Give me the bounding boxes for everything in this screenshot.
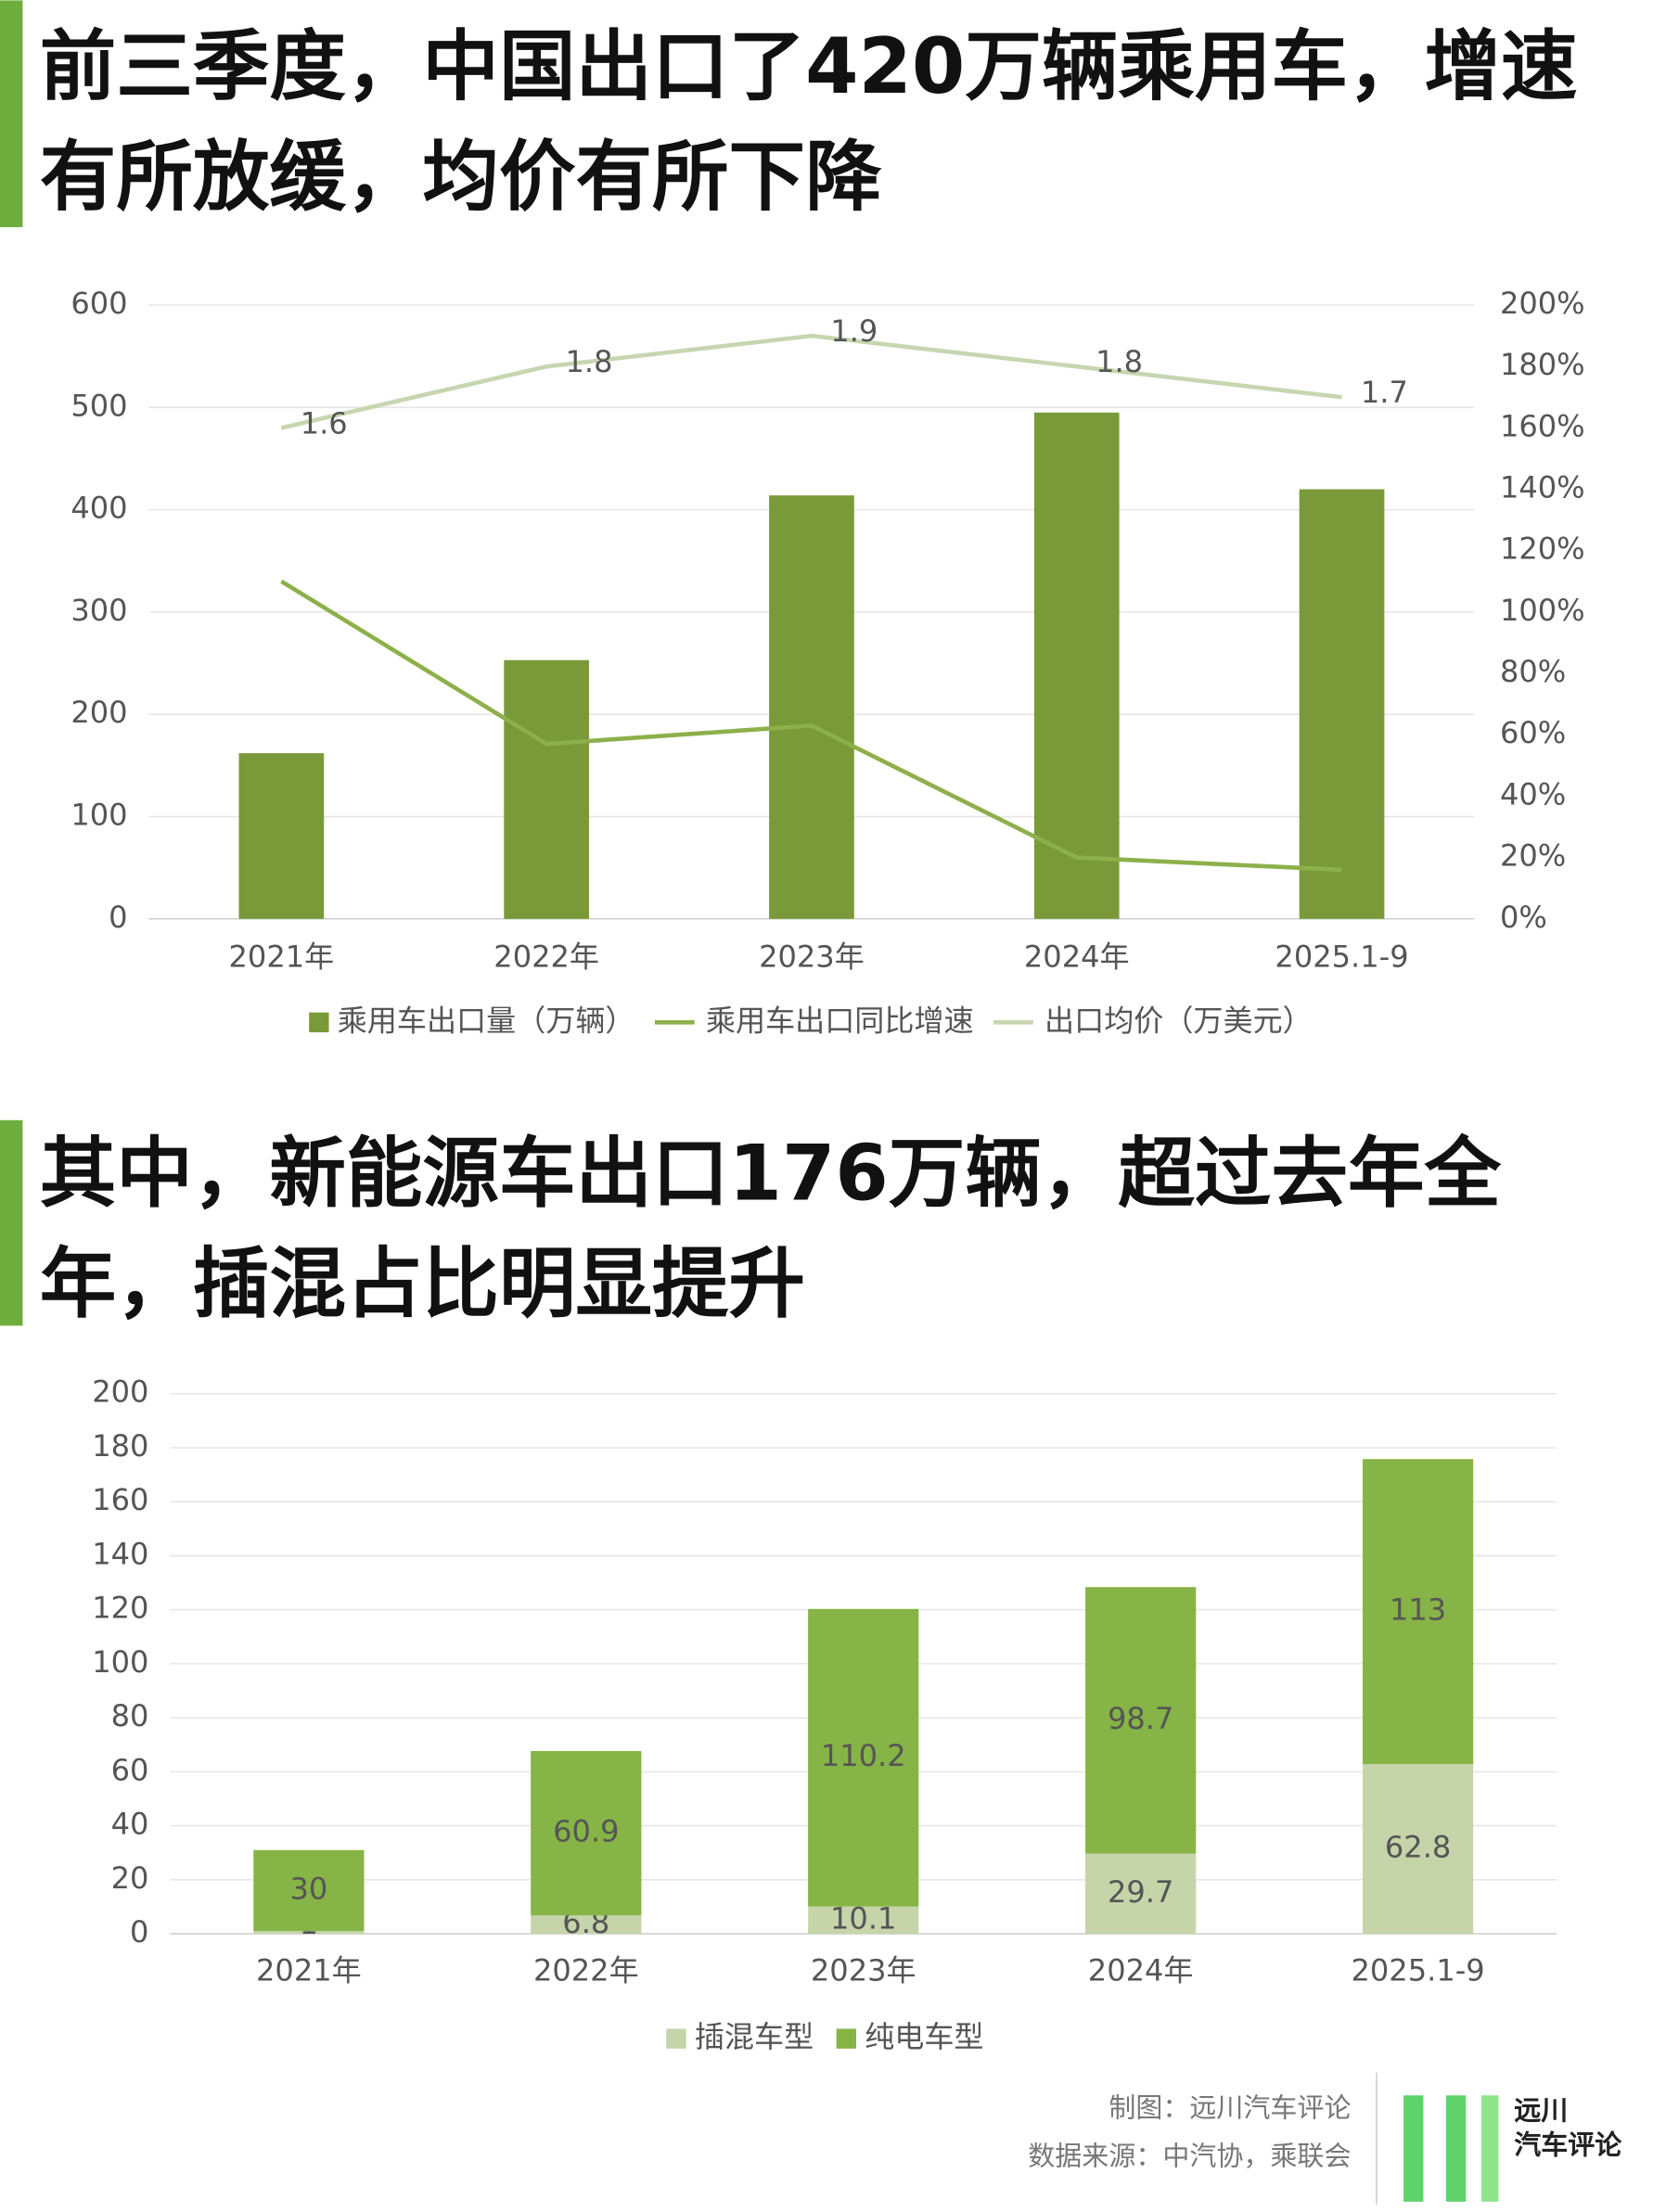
legend-swatch <box>836 2028 857 2049</box>
y2-tick-label: 180% <box>1500 347 1585 382</box>
bar <box>1299 489 1385 919</box>
footer-maker: 制图：远川汽车评论 <box>1108 2092 1351 2124</box>
data-label: 60.9 <box>553 1814 619 1849</box>
bar-segment <box>1085 1587 1197 1854</box>
data-label: 10.1 <box>830 1900 896 1936</box>
x-tick-label: 2024年 <box>1088 1952 1194 1988</box>
title-accent <box>0 0 23 227</box>
logo-bar <box>1481 2095 1499 2202</box>
bar <box>504 659 590 919</box>
bar <box>1033 412 1120 919</box>
title-box: 前三季度，中国出口了420万辆乘用车，增速有所放缓，均价有所下降 <box>39 21 1578 222</box>
x-tick-label: 2025.1-9 <box>1351 1952 1484 1988</box>
legend-swatch <box>666 2028 686 2049</box>
y-tick-label: 500 <box>70 388 127 423</box>
x-tick-label: 2022年 <box>533 1952 639 1988</box>
y-tick-label: 100 <box>92 1644 148 1680</box>
data-label: 30 <box>289 1871 327 1906</box>
data-label: 1.7 <box>1361 375 1408 410</box>
legend-label: 乘用车出口量（万辆） <box>338 1003 635 1038</box>
data-label: 113 <box>1390 1592 1446 1628</box>
y2-tick-label: 140% <box>1500 470 1585 505</box>
y-tick-label: 160 <box>92 1482 148 1517</box>
legend-label: 纯电车型 <box>865 2019 983 2054</box>
footer-source: 数据来源：中汽协，乘联会 <box>1028 2141 1351 2172</box>
y-tick-label: 0 <box>130 1914 148 1950</box>
bar-segment <box>253 1849 365 1932</box>
data-label: 1.8 <box>1096 344 1143 379</box>
logo-bar <box>1403 2095 1424 2202</box>
y2-tick-label: 20% <box>1500 838 1566 874</box>
y-tick-label: 180 <box>92 1428 148 1464</box>
data-label: 98.7 <box>1108 1701 1173 1736</box>
legend-label: 插混车型 <box>695 2019 814 2054</box>
y-tick-label: 0 <box>109 900 127 935</box>
x-tick-label: 2022年 <box>493 940 599 975</box>
y-tick-label: 40 <box>111 1807 149 1842</box>
y-tick-label: 600 <box>70 286 127 321</box>
logo-text: 远川 <box>1514 2095 1568 2127</box>
bar-segment <box>1363 1764 1474 1935</box>
y-tick-label: 300 <box>70 593 127 628</box>
x-tick-label: 2021年 <box>256 1952 362 1988</box>
line <box>280 579 1342 873</box>
y-tick-label: 100 <box>70 797 127 832</box>
title-accent <box>0 1119 23 1326</box>
data-label: 1.8 <box>566 344 613 379</box>
y-tick-label: 60 <box>111 1752 149 1787</box>
logo-bar <box>1445 2095 1467 2202</box>
y2-tick-label: 60% <box>1500 715 1566 750</box>
data-label: 62.8 <box>1385 1830 1451 1865</box>
y-tick-label: 400 <box>70 491 127 526</box>
data-label: 110.2 <box>821 1738 906 1773</box>
bar-segment <box>808 1906 919 1935</box>
data-label: 1.6 <box>301 405 348 441</box>
y-tick-label: 200 <box>92 1375 148 1410</box>
bar-segment <box>253 1931 365 1935</box>
y-tick-label: 20 <box>111 1860 149 1896</box>
bar-segment <box>1085 1853 1197 1935</box>
chart-title: 其中，新能源车出口176万辆，超过去年全年，插混占比明显提升 <box>39 1128 1502 1329</box>
data-label: 1.9 <box>830 313 878 349</box>
bar-segment <box>1363 1459 1474 1765</box>
legend-label: 出口均价（万美元） <box>1044 1003 1313 1038</box>
legend-label: 乘用车出口同比增速 <box>706 1003 974 1038</box>
x-tick-label: 2024年 <box>1024 940 1130 975</box>
legend-swatch <box>309 1012 329 1033</box>
y-tick-label: 120 <box>92 1591 148 1626</box>
chart-title: 前三季度，中国出口了420万辆乘用车，增速有所放缓，均价有所下降 <box>39 21 1578 222</box>
y2-tick-label: 0% <box>1500 900 1547 935</box>
y2-tick-label: 160% <box>1500 408 1585 443</box>
bar-segment <box>808 1608 919 1907</box>
y-tick-label: 200 <box>70 695 127 730</box>
bar <box>238 753 325 919</box>
x-tick-label: 2021年 <box>229 940 335 975</box>
title-box: 其中，新能源车出口176万辆，超过去年全年，插混占比明显提升 <box>39 1128 1502 1329</box>
y2-tick-label: 80% <box>1500 654 1566 689</box>
bar <box>769 495 854 919</box>
y2-tick-label: 120% <box>1500 531 1585 567</box>
line <box>280 333 1342 430</box>
y-tick-label: 80 <box>111 1698 149 1733</box>
x-tick-label: 2023年 <box>811 1952 916 1988</box>
logo-text: 汽车评论 <box>1514 2129 1622 2160</box>
bar-segment <box>531 1915 642 1935</box>
x-tick-label: 2023年 <box>759 940 865 975</box>
y2-tick-label: 200% <box>1500 286 1585 321</box>
data-label: 29.7 <box>1108 1874 1173 1910</box>
y2-tick-label: 40% <box>1500 776 1566 812</box>
x-tick-label: 2025.1-9 <box>1275 940 1408 975</box>
bar-segment <box>531 1750 642 1916</box>
y-tick-label: 140 <box>92 1536 148 1571</box>
y2-tick-label: 100% <box>1500 593 1585 628</box>
